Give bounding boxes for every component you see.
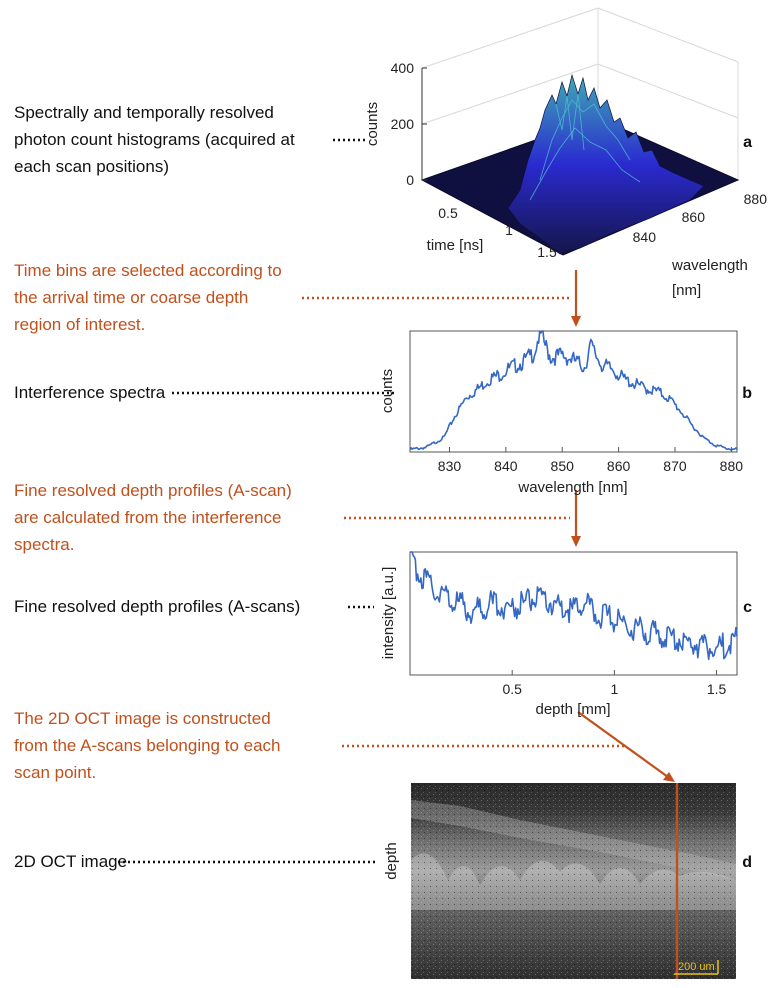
step-1: Time bins are selected according to the … xyxy=(14,261,282,334)
plot-a: 400 200 0 counts 0.5 1 1.5 time [ns] 880… xyxy=(364,7,768,299)
x-tick-label: 840 xyxy=(494,458,518,474)
panel-label-b: b xyxy=(742,385,752,402)
arrow-step-3 xyxy=(577,711,675,782)
description-b-line-1: Interference spectra xyxy=(14,383,166,402)
plot-a-box xyxy=(421,7,739,180)
plot-b-ylabel: counts xyxy=(379,369,396,413)
data-line xyxy=(410,551,738,661)
plot-c-ylabel: intensity [a.u.] xyxy=(380,567,397,660)
oct-scalebar-label: 200 um xyxy=(678,961,715,973)
step-3-line-2: from the A-scans belonging to each xyxy=(14,736,281,755)
description-a-line-1: Spectrally and temporally resolved xyxy=(14,103,274,122)
oct-speckle xyxy=(411,783,736,979)
description-a-line-2: photon count histograms (acquired at xyxy=(14,130,295,149)
plot-c: 0.5 1 1.5 intensity [a.u.] depth [mm] xyxy=(380,551,738,718)
plot-a-wl-tick-880: 880 xyxy=(744,191,768,207)
plot-c-marks: 0.5 1 1.5 xyxy=(410,551,738,697)
description-b: Interference spectra xyxy=(14,383,166,402)
plot-a-z-tick-200: 200 xyxy=(391,116,415,132)
plot-c-frame xyxy=(409,551,738,676)
plot-b: 830 840 850 860 870 880 counts wavelength [nm… xyxy=(379,330,744,496)
plot-b-frame xyxy=(409,330,738,453)
panel-label-d: d xyxy=(742,854,752,871)
plot-c-xlabel: depth [mm] xyxy=(535,701,610,718)
x-tick-label: 860 xyxy=(607,458,631,474)
step-2-line-1: Fine resolved depth profiles (A-scan) xyxy=(14,481,292,500)
plot-a-wl-tick-860: 860 xyxy=(682,209,706,225)
plot-b-marks: 830 840 850 860 870 880 xyxy=(409,330,744,474)
step-1-line-2: the arrival time or coarse depth xyxy=(14,288,248,307)
x-tick-label: 1.5 xyxy=(707,681,727,697)
panel-label-a: a xyxy=(743,134,752,151)
x-tick-label: 0.5 xyxy=(502,681,522,697)
plot-a-z-axis xyxy=(421,67,427,181)
plot-d: 200 um depth xyxy=(383,783,736,979)
arrow-step-2 xyxy=(571,490,581,547)
plot-a-wl-label-1: wavelength xyxy=(671,257,748,274)
plot-a-wl-tick-840: 840 xyxy=(633,229,657,245)
x-tick-label: 880 xyxy=(720,458,744,474)
description-d: 2D OCT image xyxy=(14,852,127,871)
plot-a-time-tick-1.5: 1.5 xyxy=(537,244,557,260)
plot-a-time-tick-0.5: 0.5 xyxy=(438,205,458,221)
description-a: Spectrally and temporally resolved photo… xyxy=(14,103,295,176)
x-tick-label: 1 xyxy=(610,681,618,697)
description-d-line-1: 2D OCT image xyxy=(14,852,127,871)
plot-a-z-tick-400: 400 xyxy=(391,60,415,76)
panel-label-c: c xyxy=(743,599,752,616)
plot-a-z-tick-0: 0 xyxy=(406,172,414,188)
plot-a-wl-label-2: [nm] xyxy=(672,282,701,299)
description-c-line-1: Fine resolved depth profiles (A-scans) xyxy=(14,597,300,616)
step-3-line-1: The 2D OCT image is constructed xyxy=(14,709,271,728)
plot-a-zlabel: counts xyxy=(364,102,381,146)
plot-a-surface xyxy=(507,73,705,255)
oct-scalebar xyxy=(674,960,719,975)
step-2-line-3: spectra. xyxy=(14,535,74,554)
description-a-line-3: each scan positions) xyxy=(14,157,169,176)
step-1-line-1: Time bins are selected according to xyxy=(14,261,282,280)
step-2-line-2: are calculated from the interference xyxy=(14,508,281,527)
x-tick-label: 850 xyxy=(551,458,575,474)
step-3: The 2D OCT image is constructed from the… xyxy=(14,709,281,782)
description-c: Fine resolved depth profiles (A-scans) xyxy=(14,597,300,616)
step-2: Fine resolved depth profiles (A-scan) ar… xyxy=(14,481,292,554)
step-1-line-3: region of interest. xyxy=(14,315,145,334)
data-line xyxy=(409,330,738,451)
x-tick-label: 830 xyxy=(438,458,462,474)
plot-a-surface-ridges xyxy=(529,93,641,201)
plot-d-ylabel: depth xyxy=(383,842,400,880)
plot-b-xlabel: wavelength [nm] xyxy=(517,479,627,496)
plot-a-time-tick-1: 1 xyxy=(505,222,513,238)
plot-a-time-label: time [ns] xyxy=(427,237,484,254)
arrow-step-1 xyxy=(571,270,581,327)
x-tick-label: 870 xyxy=(663,458,687,474)
step-3-line-3: scan point. xyxy=(14,763,96,782)
